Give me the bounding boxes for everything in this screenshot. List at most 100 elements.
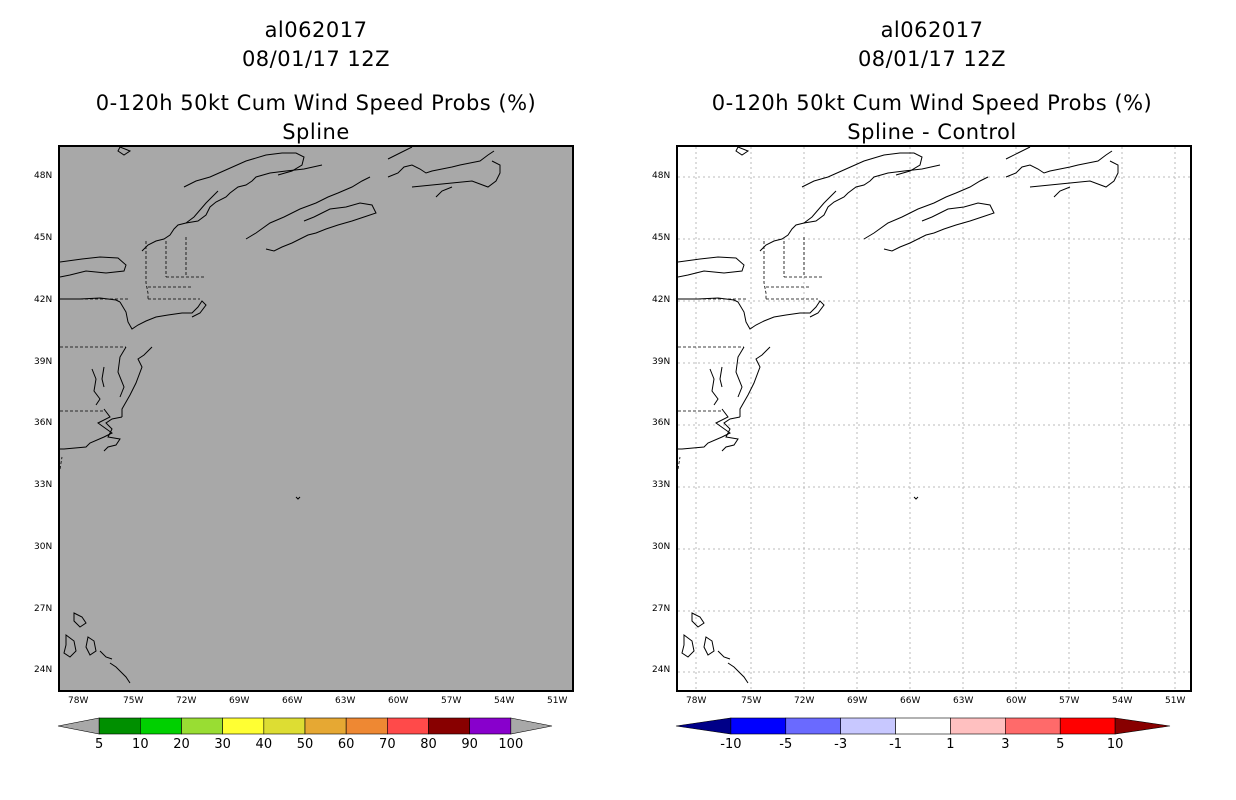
lon-tick-label: 78W bbox=[68, 696, 89, 706]
right-map[interactable] bbox=[676, 145, 1192, 692]
colorbar-segment bbox=[428, 717, 470, 735]
colorbar-label: 100 bbox=[498, 737, 524, 752]
coastline bbox=[60, 297, 121, 303]
lon-tick-label: 66W bbox=[282, 696, 303, 706]
lon-tick-label: 72W bbox=[176, 696, 197, 706]
lon-tick-label: 60W bbox=[1006, 696, 1027, 706]
colorbar-svg bbox=[57, 717, 553, 735]
colorbar-label: 10 bbox=[132, 737, 149, 752]
coastline bbox=[1029, 160, 1119, 188]
coastline bbox=[735, 147, 750, 156]
colorbar-segment bbox=[345, 717, 388, 735]
colorbar-segment bbox=[140, 717, 182, 735]
coastline bbox=[721, 416, 741, 452]
lon-tick-label: 72W bbox=[794, 696, 815, 706]
coastline bbox=[759, 164, 941, 252]
lat-tick-label: 42N bbox=[34, 295, 53, 305]
coastline bbox=[435, 186, 453, 198]
lat-tick-label: 42N bbox=[652, 295, 671, 305]
left-storm-id: al062017 bbox=[264, 18, 368, 42]
lat-tick-label: 48N bbox=[34, 171, 53, 181]
lat-tick-label: 39N bbox=[652, 357, 671, 367]
coastline bbox=[265, 202, 377, 252]
coastline bbox=[727, 662, 749, 684]
colorbar-label: -3 bbox=[834, 737, 848, 752]
lon-tick-label: 66W bbox=[900, 696, 921, 706]
colorbar-segment bbox=[785, 717, 841, 735]
coastline bbox=[883, 202, 995, 252]
colorbar-segment bbox=[304, 717, 347, 735]
coastline bbox=[703, 636, 715, 656]
colorbar-segment bbox=[181, 717, 223, 735]
left-map[interactable] bbox=[58, 145, 574, 692]
coastline bbox=[803, 190, 837, 224]
colorbar-segment bbox=[675, 717, 732, 735]
lat-tick-label: 36N bbox=[34, 418, 53, 428]
right-product-title: 0-120h 50kt Cum Wind Speed Probs (%) bbox=[711, 91, 1153, 115]
lon-tick-label: 51W bbox=[547, 696, 568, 706]
lon-tick-label: 60W bbox=[388, 696, 409, 706]
left-subtitle: Spline bbox=[282, 120, 350, 144]
colorbar-label: 5 bbox=[1056, 737, 1065, 752]
colorbar-segment bbox=[98, 717, 141, 735]
lat-tick-label: 39N bbox=[34, 357, 53, 367]
border-line bbox=[763, 241, 767, 299]
coastline bbox=[719, 366, 723, 388]
colorbar-segment bbox=[840, 717, 896, 735]
lon-tick-label: 57W bbox=[1059, 696, 1080, 706]
colorbar-segment bbox=[895, 717, 951, 735]
lat-tick-label: 48N bbox=[652, 171, 671, 181]
colorbar-segment bbox=[263, 717, 306, 735]
border-line bbox=[145, 241, 149, 299]
coastline bbox=[717, 650, 731, 660]
coastline bbox=[913, 496, 919, 500]
colorbar-label: 10 bbox=[1106, 737, 1124, 752]
map-basemap bbox=[60, 147, 501, 684]
coastline bbox=[63, 634, 77, 658]
colorbar-segment bbox=[1114, 717, 1171, 735]
coastline bbox=[801, 152, 923, 188]
lon-tick-label: 69W bbox=[229, 696, 250, 706]
lat-tick-label: 30N bbox=[34, 542, 53, 552]
lat-tick-label: 27N bbox=[652, 604, 671, 614]
left-product-title: 0-120h 50kt Cum Wind Speed Probs (%) bbox=[95, 91, 537, 115]
coastline bbox=[73, 612, 87, 628]
border-line bbox=[678, 456, 681, 470]
coastline bbox=[678, 297, 739, 303]
colorbar-label: 60 bbox=[337, 737, 355, 752]
lon-tick-label: 51W bbox=[1165, 696, 1186, 706]
lat-tick-label: 30N bbox=[652, 542, 671, 552]
coastline bbox=[101, 366, 105, 388]
coastline bbox=[709, 368, 719, 406]
colorbar-segment bbox=[1005, 717, 1061, 735]
colorbar-label: -5 bbox=[779, 737, 793, 752]
colorbar-segment bbox=[222, 717, 265, 735]
coastline bbox=[99, 650, 113, 660]
lat-tick-label: 33N bbox=[652, 480, 671, 490]
lon-tick-label: 57W bbox=[441, 696, 462, 706]
coastline bbox=[411, 160, 501, 188]
lon-tick-label: 63W bbox=[953, 696, 974, 706]
colorbar-label: 50 bbox=[296, 737, 314, 752]
coastline bbox=[1053, 186, 1071, 198]
coastline bbox=[295, 496, 301, 500]
colorbar-segment bbox=[1059, 717, 1116, 735]
coastline bbox=[103, 416, 123, 452]
lat-tick-label: 24N bbox=[34, 665, 53, 675]
coastline bbox=[1005, 150, 1113, 178]
coastline bbox=[863, 176, 989, 240]
lat-tick-label: 27N bbox=[34, 604, 53, 614]
colorbar-svg bbox=[675, 717, 1171, 735]
coastline bbox=[91, 368, 101, 406]
colorbar-label: 5 bbox=[95, 737, 104, 752]
left-datetime: 08/01/17 12Z bbox=[241, 47, 391, 71]
lat-tick-label: 33N bbox=[34, 480, 53, 490]
coastline bbox=[245, 176, 371, 240]
coastline bbox=[117, 346, 127, 398]
coastline bbox=[109, 662, 131, 684]
colorbar-label: 40 bbox=[255, 737, 273, 752]
coastline bbox=[117, 147, 132, 156]
coastline bbox=[737, 300, 825, 330]
colorbar-segment bbox=[387, 717, 429, 735]
right-datetime: 08/01/17 12Z bbox=[857, 47, 1007, 71]
